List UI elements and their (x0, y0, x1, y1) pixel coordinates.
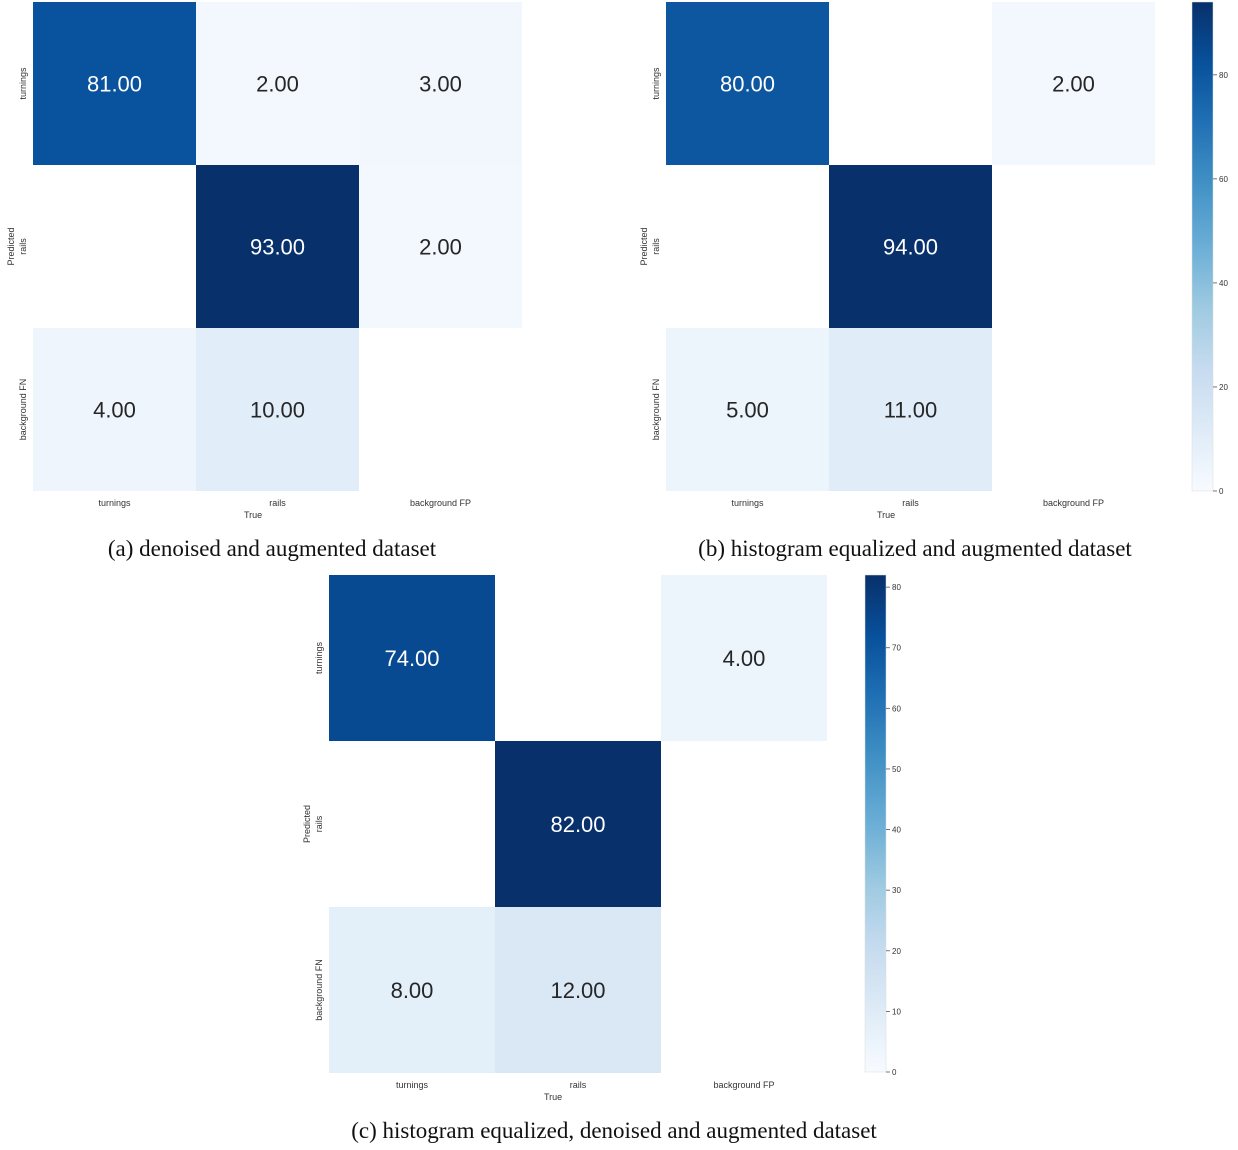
cell-value-label: 3.00 (419, 72, 462, 97)
cell-value-label: 11.00 (884, 398, 937, 423)
x-axis-title: True (244, 510, 262, 520)
cell-value-label: 10.00 (250, 398, 305, 423)
heatmap-cell (495, 575, 661, 741)
colorbar-tick-label: 60 (892, 704, 901, 713)
heatmap-cell (329, 741, 495, 907)
colorbar-tick-label: 80 (892, 583, 901, 592)
cell-value-label: 80.00 (720, 72, 775, 97)
heatmap-cell (495, 907, 661, 1073)
cell-value-label: 2.00 (1052, 72, 1095, 97)
colorbar (1191, 1, 1214, 492)
confusion-matrix-a: 81.00 2.00 3.00 93.00 2.00 4.00 10.00 turnings r… (6, 2, 522, 520)
heatmap-cell (196, 2, 359, 165)
colorbar-tick-label: 40 (892, 826, 901, 835)
colorbar-tick-label: 0 (892, 1068, 897, 1077)
cell-value-label: 74.00 (384, 646, 439, 671)
colorbar-tick-label: 20 (892, 947, 901, 956)
x-axis-title: True (877, 510, 895, 520)
colorbar-tick-label: 50 (892, 765, 901, 774)
heatmap-cell (661, 575, 827, 741)
heatmap-cell (329, 907, 495, 1073)
colorbar-tick-label: 20 (1219, 383, 1228, 392)
x-tick-label: turnings (98, 498, 131, 508)
cell-value-label: 12.00 (550, 978, 605, 1003)
colorbar-tick-label: 80 (1219, 71, 1228, 80)
y-tick-label: turnings (651, 67, 661, 100)
heatmap-cell (992, 165, 1155, 328)
colorbar (864, 574, 887, 1073)
x-tick-label: rails (269, 498, 286, 508)
heatmap-cell (992, 2, 1155, 165)
cell-value-label: 5.00 (726, 398, 769, 423)
cell-value-label: 4.00 (93, 398, 136, 423)
y-tick-label: rails (314, 815, 324, 832)
colorbar-tick-label: 10 (892, 1007, 901, 1016)
y-tick-label: background FN (651, 379, 661, 441)
caption-c: (c) histogram equalized, denoised and au… (351, 1118, 877, 1143)
y-axis-title: Predicted (6, 227, 16, 265)
heatmap-cell (359, 328, 522, 491)
heatmap-cell (359, 165, 522, 328)
y-tick-label: rails (18, 238, 28, 255)
colorbar-tick-label: 60 (1219, 175, 1228, 184)
x-tick-label: turnings (731, 498, 764, 508)
heatmap-cell (829, 165, 992, 328)
cell-value-label: 94.00 (883, 235, 938, 260)
heatmap-cell (661, 907, 827, 1073)
y-tick-label: rails (651, 238, 661, 255)
caption-a: (a) denoised and augmented dataset (107, 536, 437, 561)
x-tick-label: rails (570, 1080, 587, 1090)
x-tick-label: rails (902, 498, 919, 508)
y-tick-label: turnings (18, 67, 28, 100)
heatmap-cell (329, 575, 495, 741)
cell-value-label: 2.00 (419, 235, 462, 260)
cell-value-label: 2.00 (256, 72, 299, 97)
colorbar-tick-label: 0 (1219, 487, 1224, 496)
heatmap-cell (33, 165, 196, 328)
colorbar-tick-label: 30 (892, 886, 901, 895)
heatmap-cell (666, 165, 829, 328)
x-tick-label: turnings (396, 1080, 429, 1090)
heatmap-cell (33, 2, 196, 165)
heatmap-cell (196, 328, 359, 491)
y-tick-label: background FN (314, 959, 324, 1021)
heatmap-cell (666, 2, 829, 165)
cell-value-label: 82.00 (550, 812, 605, 837)
x-tick-label: background FP (410, 498, 471, 508)
colorbar-tick-label: 70 (892, 644, 901, 653)
heatmap-cell (829, 328, 992, 491)
confusion-matrix-b: 80.00 2.00 94.00 5.00 11.00 turnings rails back… (639, 1, 1228, 520)
heatmap-cell (359, 2, 522, 165)
heatmap-cell (661, 741, 827, 907)
x-tick-label: background FP (713, 1080, 774, 1090)
caption-b: (b) histogram equalized and augmented da… (698, 536, 1132, 561)
x-tick-label: background FP (1043, 498, 1104, 508)
cell-value-label: 81.00 (87, 72, 142, 97)
cell-value-label: 4.00 (723, 646, 766, 671)
heatmap-cell (196, 165, 359, 328)
y-axis-title: Predicted (302, 805, 312, 843)
heatmap-cell (829, 2, 992, 165)
colorbar-tick-label: 40 (1219, 279, 1228, 288)
heatmap-cell (666, 328, 829, 491)
confusion-matrix-c: 74.00 4.00 82.00 8.00 12.00 turnings rails back… (302, 574, 901, 1102)
y-tick-label: turnings (314, 641, 324, 674)
heatmap-cell (33, 328, 196, 491)
heatmap-cell (495, 741, 661, 907)
y-axis-title: Predicted (639, 227, 649, 265)
y-tick-label: background FN (18, 379, 28, 441)
cell-value-label: 8.00 (391, 978, 434, 1003)
cell-value-label: 93.00 (250, 235, 305, 260)
x-axis-title: True (544, 1092, 562, 1102)
heatmap-cell (992, 328, 1155, 491)
